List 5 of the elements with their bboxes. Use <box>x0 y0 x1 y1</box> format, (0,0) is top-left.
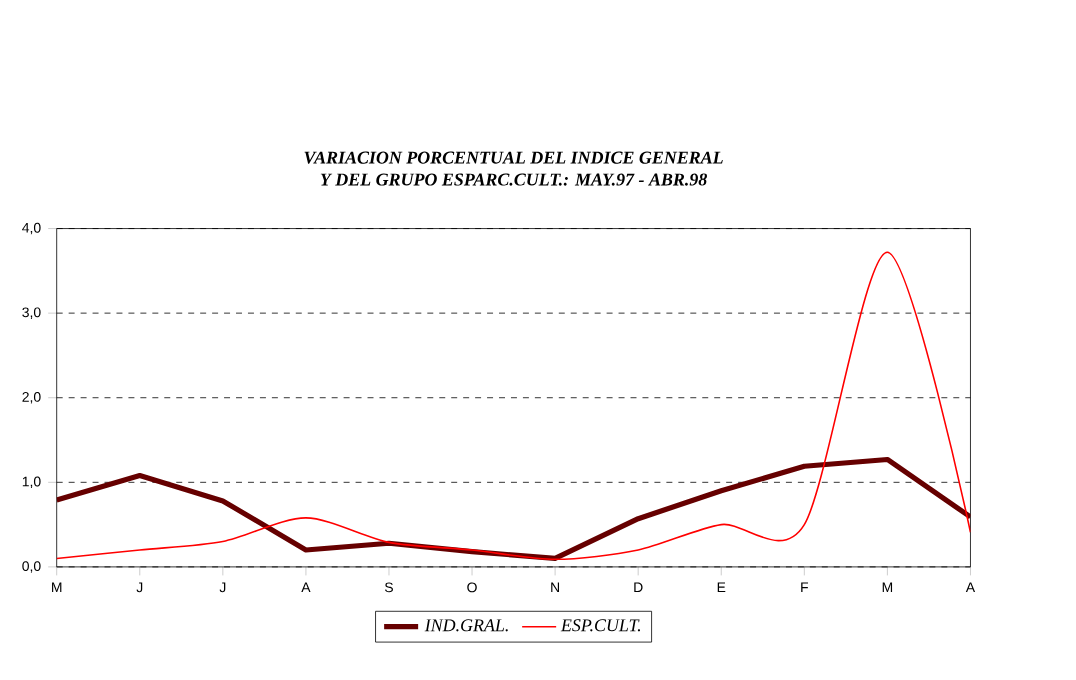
legend-label: ESP.CULT. <box>560 619 641 632</box>
line-series <box>56 456 971 561</box>
legend-label: IND.GRAL. <box>424 619 508 632</box>
chart-title: VARIACION PORCENTUAL DEL INDICE GENERAL Y DEL GRUPO ESPARC.CULT.: MAY.97 - ABR.98 <box>304 151 723 186</box>
line-series <box>56 251 971 560</box>
